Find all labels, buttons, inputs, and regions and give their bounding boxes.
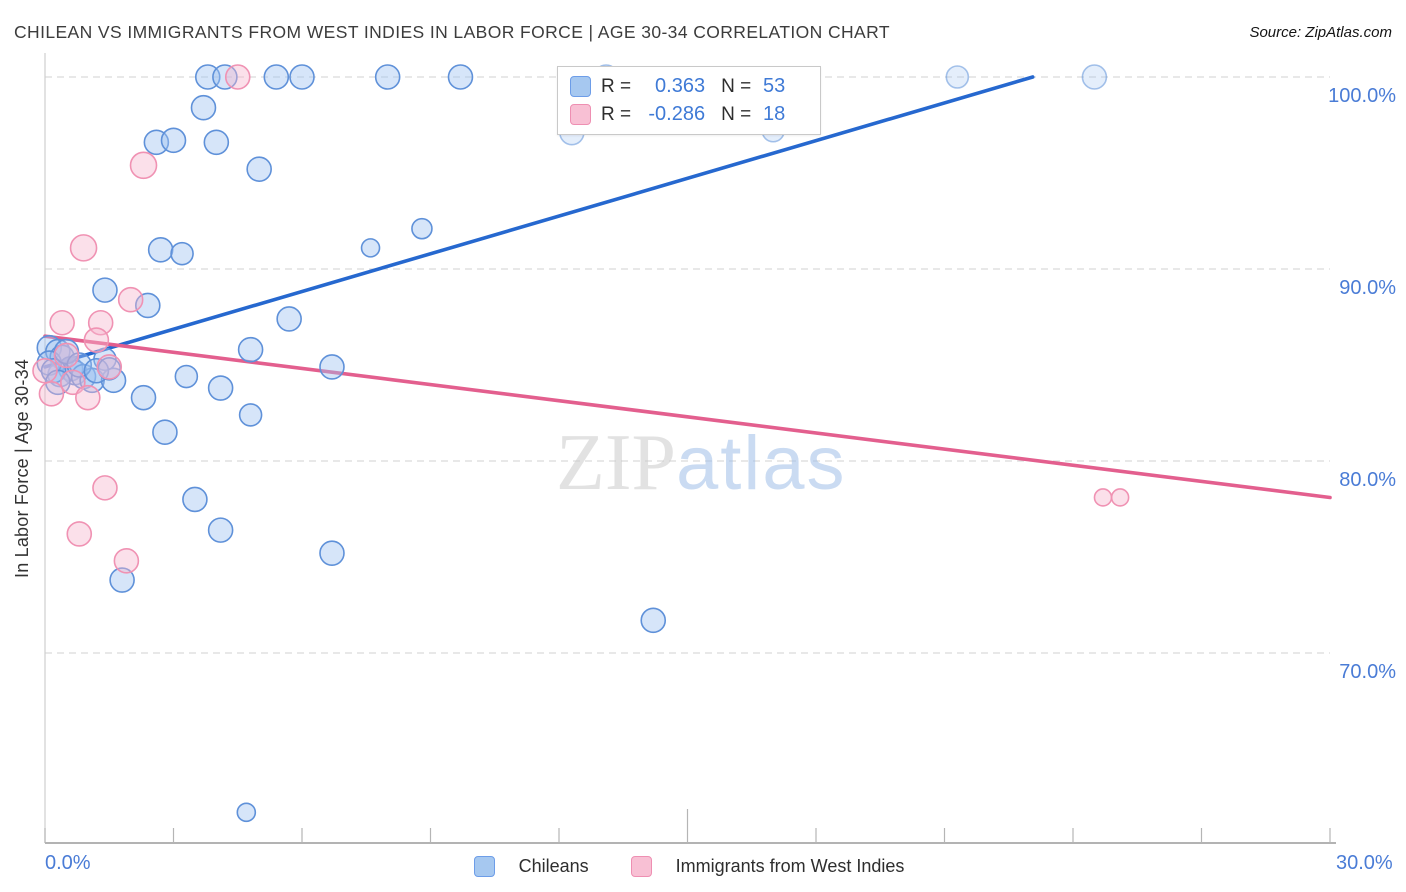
data-point-west-indies[interactable] [96, 354, 123, 380]
data-point-chileans[interactable] [319, 540, 345, 566]
n-label: N = [721, 75, 752, 97]
data-point-west-indies[interactable] [1093, 488, 1113, 507]
data-point-west-indies[interactable] [113, 548, 140, 574]
data-point-chileans[interactable] [160, 127, 187, 154]
data-point-west-indies[interactable] [224, 64, 251, 90]
data-point-chileans[interactable] [207, 375, 234, 401]
n-label: N = [721, 103, 752, 125]
west-indies-swatch-icon [630, 855, 652, 877]
data-point-west-indies[interactable] [129, 151, 158, 180]
data-point-chileans[interactable] [212, 64, 238, 90]
chileans-swatch-icon [570, 76, 591, 97]
r-value-west-indies: -0.286 [648, 103, 706, 125]
data-point-chileans[interactable] [289, 64, 315, 90]
y-tick-label-90: 90.0% [1339, 277, 1396, 299]
data-point-west-indies[interactable] [66, 521, 93, 547]
data-point-chileans[interactable] [238, 403, 263, 427]
legend-row-west-indies: R = -0.286 N = 18 [570, 103, 808, 126]
data-point-chileans[interactable] [411, 217, 433, 240]
data-point-chileans[interactable] [182, 486, 208, 513]
page-title: CHILEAN VS IMMIGRANTS FROM WEST INDIES I… [14, 22, 890, 42]
data-point-chileans[interactable] [263, 64, 290, 90]
data-point-chileans[interactable] [246, 156, 272, 182]
data-point-west-indies[interactable] [49, 309, 75, 336]
chileans-swatch-icon [473, 855, 495, 877]
data-point-chileans[interactable] [203, 129, 230, 156]
data-point-west-indies[interactable] [32, 357, 58, 384]
legend-label-chileans: Chileans [518, 855, 589, 876]
data-point-chileans[interactable] [147, 237, 174, 263]
data-point-chileans[interactable] [109, 567, 135, 593]
data-point-chileans[interactable] [276, 306, 302, 332]
data-point-chileans[interactable] [190, 94, 217, 121]
n-value-west-indies: 18 [762, 103, 786, 125]
r-value-chileans: 0.363 [655, 75, 706, 97]
data-point-chileans[interactable] [174, 364, 199, 389]
data-point-chileans[interactable] [152, 419, 178, 446]
data-point-chileans[interactable] [640, 607, 667, 634]
n-value-chileans: 53 [762, 75, 786, 97]
data-point-chileans[interactable] [319, 354, 345, 380]
data-point-west-indies[interactable] [53, 342, 80, 369]
trend-line-0 [43, 75, 1035, 369]
y-tick-label-100: 100.0% [1328, 85, 1396, 107]
data-point-west-indies[interactable] [69, 234, 98, 262]
data-point-chileans[interactable] [92, 277, 118, 303]
data-point-chileans[interactable] [945, 65, 970, 89]
series-legend: Chileans Immigrants from West Indies [0, 850, 1406, 882]
r-label: R = [601, 103, 632, 125]
data-point-chileans[interactable] [236, 802, 257, 823]
y-tick-label-80: 80.0% [1339, 469, 1396, 491]
data-point-west-indies[interactable] [60, 369, 86, 396]
legend-row-chileans: R = 0.363 N = 53 [570, 75, 808, 98]
x-tick-label-30: 30.0% [1336, 852, 1393, 874]
data-point-chileans[interactable] [170, 241, 194, 266]
y-tick-label-70: 70.0% [1339, 661, 1396, 683]
data-point-chileans[interactable] [237, 336, 264, 363]
data-point-west-indies[interactable] [1110, 488, 1130, 507]
data-point-chileans[interactable] [207, 517, 234, 543]
data-point-west-indies[interactable] [75, 384, 101, 411]
correlation-legend-box: R = 0.363 N = 53 R = -0.286 N = 18 [557, 66, 821, 135]
data-point-chileans[interactable] [135, 292, 161, 319]
data-point-west-indies[interactable] [92, 475, 118, 501]
data-point-west-indies[interactable] [83, 327, 110, 353]
legend-label-west-indies: Immigrants from West Indies [675, 855, 905, 876]
r-label: R = [601, 75, 632, 97]
trend-line-1 [43, 334, 1332, 500]
data-point-west-indies[interactable] [38, 380, 65, 407]
data-point-chileans[interactable] [1081, 64, 1108, 90]
y-axis-title: In Labor Force | Age 30-34 [12, 358, 32, 578]
x-tick-label-0: 0.0% [45, 852, 91, 874]
data-point-west-indies[interactable] [117, 286, 144, 313]
data-point-chileans[interactable] [447, 64, 474, 90]
west-indies-swatch-icon [570, 104, 591, 125]
source-link[interactable]: Source: ZipAtlas.com [1249, 24, 1392, 41]
data-point-chileans[interactable] [130, 384, 157, 411]
data-point-chileans[interactable] [97, 357, 122, 381]
data-point-chileans[interactable] [360, 238, 381, 258]
data-point-chileans[interactable] [374, 64, 401, 90]
